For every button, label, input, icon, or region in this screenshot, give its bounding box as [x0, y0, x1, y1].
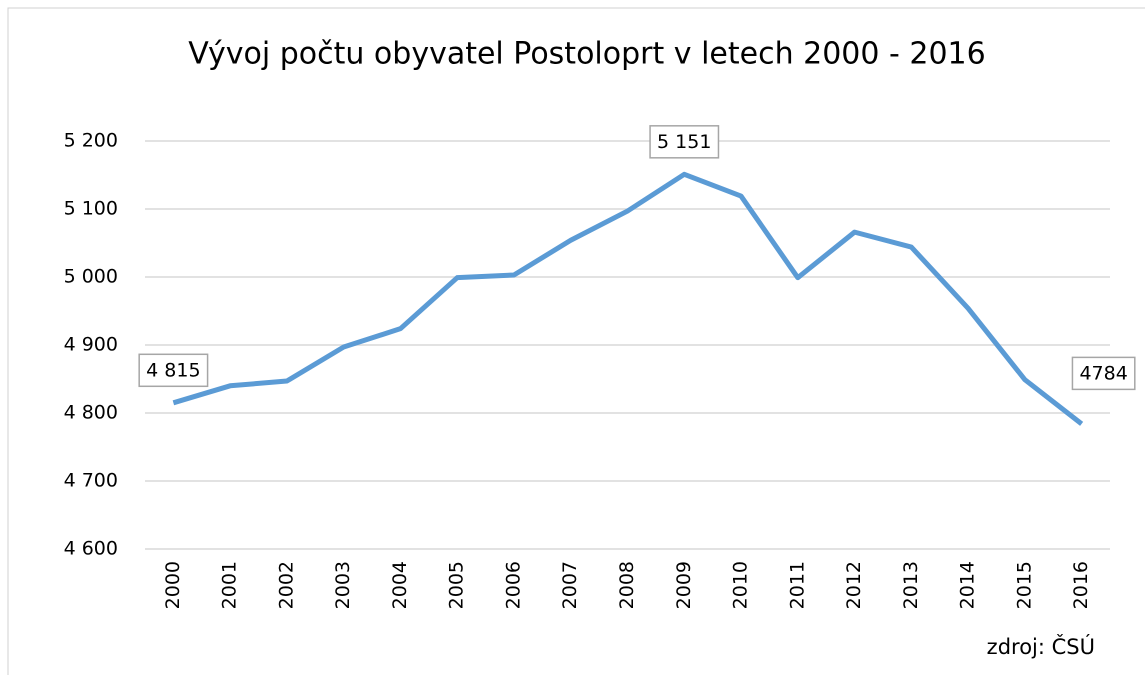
x-tick-label: 2003: [332, 561, 354, 609]
x-tick-label: 2005: [446, 561, 468, 609]
y-tick-label: 5 200: [64, 130, 118, 152]
x-tick-label: 2002: [275, 561, 297, 609]
x-tick-label: 2009: [673, 561, 695, 609]
data-label: 5 151: [657, 131, 711, 153]
x-tick-label: 2014: [957, 561, 979, 609]
data-label: 4784: [1079, 362, 1127, 384]
x-tick-label: 2006: [502, 561, 524, 609]
source-note: zdroj: ČSÚ: [987, 634, 1095, 659]
y-tick-label: 4 900: [64, 334, 118, 356]
x-tick-label: 2000: [162, 561, 184, 609]
x-tick-label: 2016: [1070, 561, 1092, 609]
y-tick-label: 4 800: [64, 402, 118, 424]
y-tick-label: 4 700: [64, 470, 118, 492]
data-label-box: [649, 125, 720, 159]
x-tick-label: 2012: [843, 561, 865, 609]
y-tick-label: 4 600: [64, 538, 118, 560]
x-tick-label: 2010: [730, 561, 752, 609]
chart-frame: [7, 7, 1145, 675]
x-tick-label: 2013: [900, 561, 922, 609]
x-tick-label: 2004: [389, 561, 411, 609]
x-tick-label: 2001: [219, 561, 241, 609]
x-tick-label: 2007: [559, 561, 581, 609]
chart-title: Vývoj počtu obyvatel Postoloprt v letech…: [188, 37, 985, 72]
data-label-box: [1071, 356, 1136, 391]
x-tick-label: 2015: [1013, 561, 1035, 609]
y-tick-label: 5 100: [64, 198, 118, 220]
y-tick-label: 5 000: [64, 266, 118, 288]
data-label: 4 815: [146, 359, 200, 381]
data-label-box: [138, 353, 209, 388]
x-tick-label: 2008: [616, 561, 638, 609]
x-tick-label: 2011: [786, 561, 808, 609]
data-line: [172, 171, 1084, 426]
